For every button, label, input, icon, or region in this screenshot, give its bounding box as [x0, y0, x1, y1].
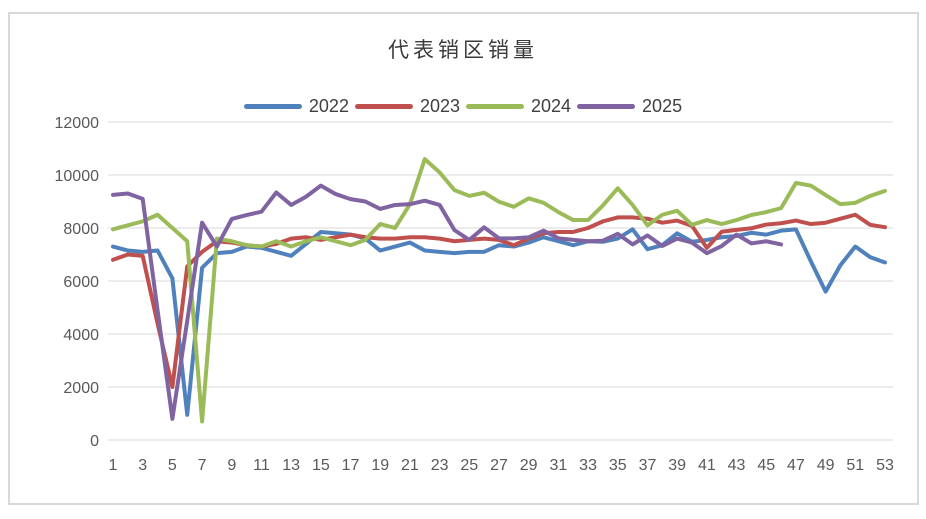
x-axis-labels: 1 3 5 7 9 11 13 15 17 19 21 23 25 27 29 31 33 35 37 39 41 43 4… [109, 457, 894, 474]
legend-label-2023: 2023 [419, 96, 460, 116]
x-tick-label-15: 15 [312, 457, 330, 474]
series-lines [111, 157, 887, 424]
legend-swatch-2022 [243, 104, 302, 109]
x-tick-label-35: 35 [609, 457, 627, 474]
y-axis-labels: 0 2000 4000 6000 8000 10000 12000 [55, 115, 100, 450]
x-tick-label-41: 41 [698, 457, 716, 474]
y-tick-label-10000: 10000 [55, 168, 100, 185]
legend-item-2023: 2023 [354, 96, 460, 117]
x-tick-label-1: 1 [109, 457, 118, 474]
x-tick-label-3: 3 [138, 457, 147, 474]
y-tick-label-4000: 4000 [63, 327, 99, 344]
y-tick-label-0: 0 [90, 433, 99, 450]
x-tick-label-51: 51 [846, 457, 864, 474]
x-tick-label-53: 53 [876, 457, 894, 474]
x-tick-label-31: 31 [549, 457, 567, 474]
legend-label-2022: 2022 [308, 96, 349, 116]
legend-swatch-2024 [466, 104, 524, 109]
y-tick-label-8000: 8000 [63, 221, 99, 238]
gridlines [108, 121, 893, 441]
x-tick-label-39: 39 [668, 457, 686, 474]
x-tick-label-43: 43 [728, 457, 746, 474]
x-tick-label-7: 7 [198, 457, 207, 474]
chart-title: 代表销区销量 [388, 38, 538, 62]
x-tick-label-21: 21 [401, 457, 419, 474]
series-line-2022 [111, 227, 887, 417]
x-tick-label-37: 37 [639, 457, 657, 474]
legend-label-2024: 2024 [531, 96, 572, 116]
series-line-2025 [111, 183, 784, 421]
y-tick-label-12000: 12000 [55, 115, 100, 132]
y-tick-label-2000: 2000 [63, 380, 99, 397]
x-tick-label-13: 13 [282, 457, 300, 474]
x-tick-label-29: 29 [520, 457, 538, 474]
x-tick-label-5: 5 [168, 457, 177, 474]
x-tick-label-45: 45 [757, 457, 775, 474]
x-tick-label-33: 33 [579, 457, 597, 474]
x-tick-label-9: 9 [227, 457, 236, 474]
legend-item-2022: 2022 [243, 96, 349, 117]
legend-swatch-2025 [577, 104, 636, 109]
x-tick-label-47: 47 [787, 457, 805, 474]
chart-legend: 2022 2023 2024 2025 [0, 96, 926, 117]
y-tick-label-6000: 6000 [63, 274, 99, 291]
x-tick-label-25: 25 [460, 457, 478, 474]
x-tick-label-49: 49 [817, 457, 835, 474]
legend-item-2024: 2024 [466, 96, 571, 117]
legend-item-2025: 2025 [577, 96, 682, 117]
x-tick-label-23: 23 [431, 457, 449, 474]
legend-label-2025: 2025 [642, 96, 683, 116]
legend-swatch-2023 [354, 104, 413, 109]
x-tick-label-27: 27 [490, 457, 508, 474]
x-tick-label-19: 19 [371, 457, 389, 474]
series-line-2024 [111, 157, 887, 424]
x-tick-label-17: 17 [342, 457, 360, 474]
x-tick-label-11: 11 [253, 457, 270, 474]
